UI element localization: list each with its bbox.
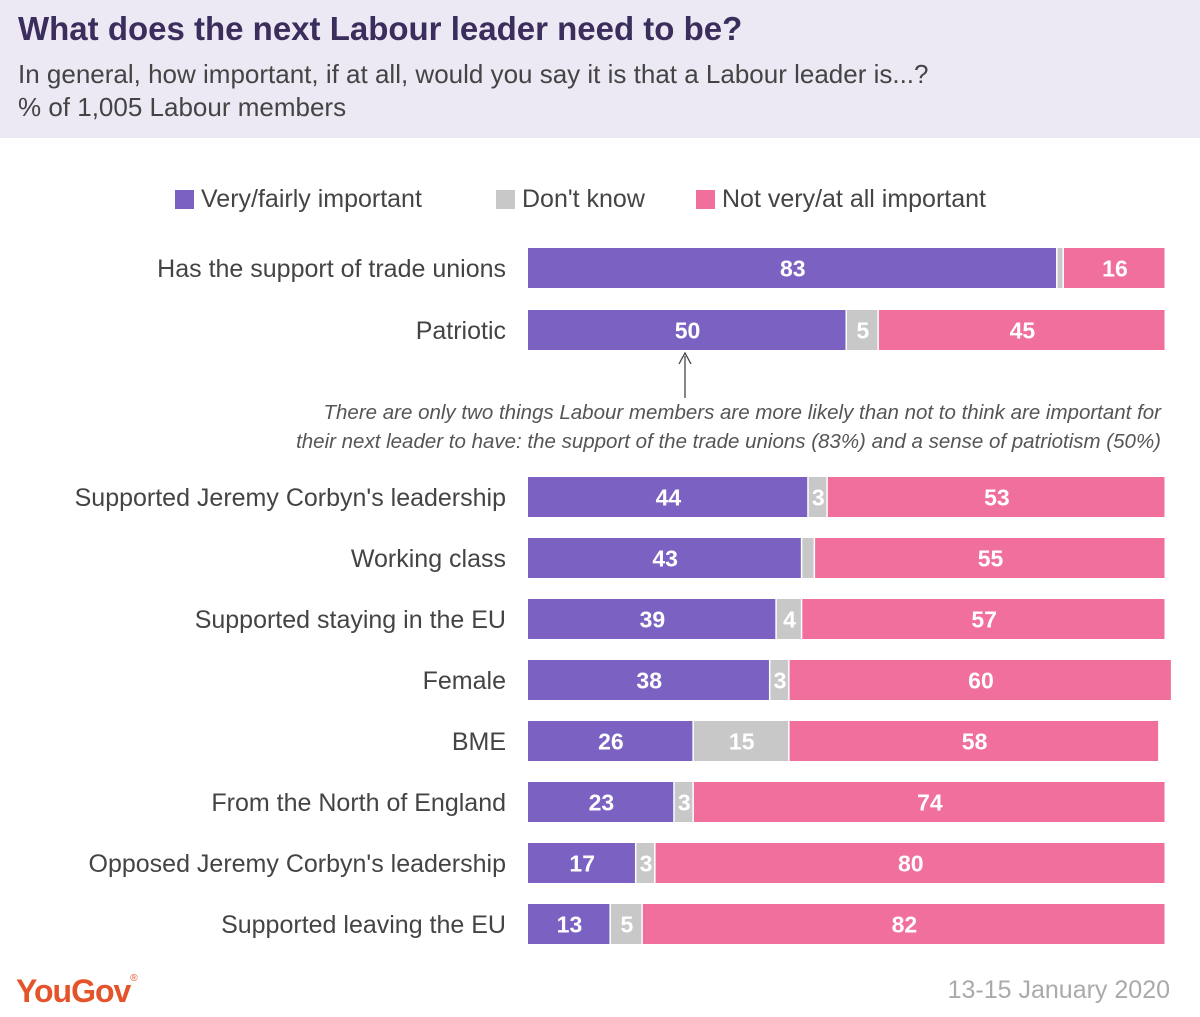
header-band: What does the next Labour leader need to… [0,0,1200,138]
data-label: 58 [962,729,988,755]
data-label: 55 [978,546,1004,572]
bar-segment [642,904,1165,944]
legend-swatch-important [175,190,194,209]
data-label: 23 [589,790,615,816]
bar-segment [528,477,808,517]
legend-label-dont-know: Don't know [522,185,645,213]
bar-segment [693,721,789,761]
bar-segment [776,599,801,639]
data-label: 38 [636,668,662,694]
data-label: 5 [857,318,870,344]
data-label: 39 [640,607,666,633]
category-label: Working class [351,545,506,573]
bar-segment [528,782,674,822]
annotation-arrow-head [678,351,692,365]
bar-segment [528,660,769,700]
subtitle-question: In general, how important, if at all, wo… [18,59,929,89]
category-label: BME [452,728,506,756]
data-label: 16 [1102,256,1128,282]
bar-segment [847,310,878,350]
data-label: 45 [1010,318,1036,344]
bar-segment [636,843,655,883]
bar-segment [802,538,814,578]
category-label: Supported leaving the EU [221,911,506,939]
category-label: Has the support of trade unions [157,255,506,283]
bar-segment [1057,248,1063,288]
bar-segment [808,477,827,517]
category-label: Female [423,667,506,695]
data-label: 57 [971,607,997,633]
bar-segment [802,599,1165,639]
data-label: 50 [675,318,701,344]
bar-segment [693,782,1165,822]
bar-segment [655,843,1165,883]
bar-segment [528,721,693,761]
bar-segment [789,721,1159,761]
category-label: Supported staying in the EU [195,606,506,634]
annotation: There are only two things Labour members… [120,398,1161,456]
data-label: 13 [557,912,583,938]
bar-segment [674,782,693,822]
bar-segment [528,538,801,578]
brand-name: YouGov [16,973,131,1009]
data-label: 3 [774,668,787,694]
data-label: 4 [783,607,796,633]
chart-subtitle: In general, how important, if at all, wo… [18,58,929,124]
data-label: 3 [812,485,825,511]
legend-swatch-dont-know [496,190,515,209]
data-label: 43 [652,546,678,572]
yougov-logo: YouGov® [16,973,138,1010]
bar-segment [610,904,642,944]
data-label: 83 [780,256,806,282]
bar-segment [528,310,846,350]
annotation-line-2: their next leader to have: the support o… [296,430,1161,453]
legend-item-not-important: Not very/at all important [696,185,986,214]
subtitle-base: % of 1,005 Labour members [18,92,347,122]
bar-segment [528,904,610,944]
data-label: 82 [892,912,918,938]
data-label: 60 [968,668,994,694]
data-label: 5 [620,912,633,938]
bar-segment [528,599,776,639]
data-label: 3 [678,790,691,816]
data-label: 17 [569,851,595,877]
legend-swatch-not-important [696,190,715,209]
brand-registered-mark: ® [130,973,137,984]
data-label: 80 [898,851,924,877]
annotation-line-1: There are only two things Labour members… [323,401,1162,424]
legend-item-important: Very/fairly important [175,185,422,214]
bar-segment [528,843,635,883]
bar-segment [1063,248,1165,288]
chart-title: What does the next Labour leader need to… [18,10,743,47]
bar-segment [789,660,1171,700]
legend-label-important: Very/fairly important [201,185,422,213]
bar-segment [770,660,789,700]
bar-segment [528,248,1057,288]
data-label: 3 [640,851,653,877]
legend-label-not-important: Not very/at all important [722,185,986,213]
data-label: 74 [917,790,943,816]
data-label: 26 [598,729,624,755]
legend-item-dont-know: Don't know [496,185,645,214]
category-label: Opposed Jeremy Corbyn's leadership [89,850,506,878]
bar-segment [878,310,1165,350]
category-label: Patriotic [416,317,506,345]
category-label: From the North of England [211,789,506,817]
bar-segment [827,477,1165,517]
category-label: Supported Jeremy Corbyn's leadership [75,484,506,512]
data-label: 44 [656,485,682,511]
data-label: 53 [984,485,1010,511]
bar-segment [815,538,1165,578]
fieldwork-date: 13-15 January 2020 [947,976,1170,1004]
legend: Very/fairly important Don't know Not ver… [0,185,1200,217]
data-label: 15 [729,729,755,755]
